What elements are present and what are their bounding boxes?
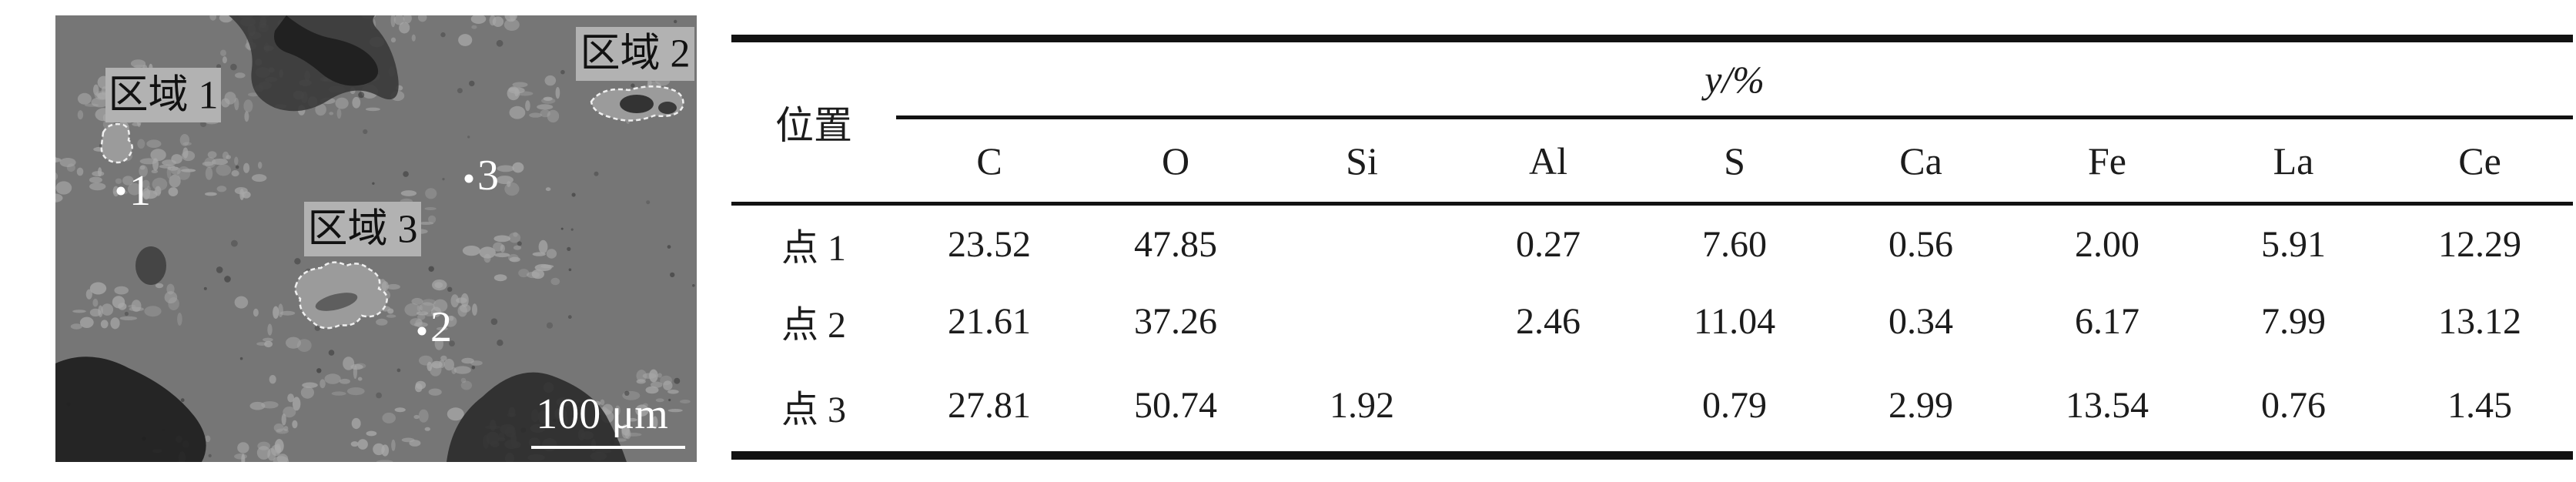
value-cell — [1269, 204, 1455, 283]
table-row: 位置 y/% — [731, 38, 2574, 206]
table-row: 点 3 27.81 50.74 1.92 0.79 2.99 13.54 0.7… — [731, 360, 2573, 456]
value-cell: 1.45 — [2447, 385, 2513, 426]
row-label-cell: 点 3 — [781, 389, 846, 430]
dark-phase-bottom-left — [55, 356, 206, 462]
value-cell: 0.76 — [2261, 385, 2326, 426]
analysis-points: 1 2 3 — [116, 152, 499, 351]
region-label-1: 区域 1 — [108, 74, 218, 118]
value-cell: 0.56 — [1889, 223, 1953, 265]
value-cell: 7.99 — [2261, 300, 2326, 342]
element-header-si: Si — [1269, 117, 1455, 206]
element-header-s: S — [1641, 117, 1828, 206]
region-label-box-3 — [304, 202, 421, 256]
element-header-fe: Fe — [2014, 117, 2200, 206]
dark-phase-bottom-center — [447, 372, 627, 462]
value-cell — [1455, 360, 1641, 456]
point-label-1: 1 — [129, 167, 151, 215]
region-label-3: 区域 3 — [307, 208, 417, 252]
dark-phase-left-small — [135, 246, 166, 285]
value-cell: 21.61 — [948, 300, 1031, 342]
region2-dark-inclusion — [620, 95, 654, 113]
region-inner-shadows — [315, 95, 677, 311]
region-outline-1 — [100, 122, 133, 164]
region-labels: 区域 1 区域 2 区域 3 — [105, 27, 694, 256]
value-cell: 13.12 — [2438, 300, 2522, 342]
row-label-cell: 点 1 — [781, 228, 846, 269]
table-row: 点 1 23.52 47.85 0.27 7.60 0.56 2.00 5.91… — [731, 204, 2573, 283]
value-cell — [1269, 283, 1455, 360]
point-label-3: 3 — [477, 152, 499, 199]
value-cell: 1.92 — [1330, 385, 1394, 426]
value-cell: 5.91 — [2261, 223, 2326, 265]
position-header-cell: 位置 — [731, 38, 896, 206]
eds-table-body: 点 1 23.52 47.85 0.27 7.60 0.56 2.00 5.91… — [731, 204, 2573, 456]
eds-table-header: 位置 y/% C O Si Al S Ca Fe La Ce — [731, 38, 2574, 206]
region-label-2: 区域 2 — [580, 32, 690, 76]
point-label-2: 2 — [430, 303, 452, 351]
region3-dark-inclusion — [315, 293, 358, 311]
value-cell: 27.81 — [948, 385, 1031, 426]
element-header-ce: Ce — [2387, 117, 2574, 206]
eds-table: 位置 y/% C O Si Al S Ca Fe La Ce 点 1 23.52… — [731, 35, 2574, 460]
element-header-o: O — [1082, 117, 1269, 206]
value-cell: 47.85 — [1134, 223, 1217, 265]
value-cell: 2.46 — [1516, 300, 1581, 342]
region-label-box-1 — [105, 68, 221, 122]
value-cell: 0.27 — [1516, 223, 1581, 265]
dark-phase-top-core — [274, 15, 379, 86]
value-cell: 13.54 — [2066, 385, 2149, 426]
element-header-la: La — [2200, 117, 2387, 206]
element-header-c: C — [896, 117, 1082, 206]
element-header-al: Al — [1455, 117, 1641, 206]
sem-image-canvas: 区域 1 区域 2 区域 3 1 2 3 100 μm — [55, 15, 697, 462]
scale-bar-line — [531, 446, 685, 449]
row-label-cell: 点 2 — [781, 305, 846, 346]
sem-micrograph: 区域 1 区域 2 区域 3 1 2 3 100 μm — [55, 15, 697, 462]
value-cell: 23.52 — [948, 223, 1031, 265]
value-cell: 6.17 — [2075, 300, 2139, 342]
value-cell: 37.26 — [1134, 300, 1217, 342]
value-cell: 50.74 — [1134, 385, 1217, 426]
region2-dark-inclusion-2 — [658, 102, 677, 114]
value-cell: 2.00 — [2075, 223, 2139, 265]
table-row: C O Si Al S Ca Fe La Ce — [731, 117, 2574, 206]
value-cell: 0.79 — [1702, 385, 1767, 426]
point-marker-1 — [116, 186, 125, 196]
sem-dark-phases — [55, 15, 627, 462]
value-cell: 11.04 — [1693, 300, 1776, 342]
value-cell: 2.99 — [1889, 385, 1953, 426]
scale-bar: 100 μm — [531, 390, 685, 449]
scale-bar-label: 100 μm — [536, 390, 668, 438]
region-label-box-2 — [576, 27, 694, 81]
point-marker-3 — [464, 174, 473, 183]
value-cell: 0.34 — [1889, 300, 1953, 342]
value-cell: 7.60 — [1702, 223, 1767, 265]
value-header-cell: y/% — [896, 38, 2574, 119]
table-row: 点 2 21.61 37.26 2.46 11.04 0.34 6.17 7.9… — [731, 283, 2573, 360]
element-header-ca: Ca — [1828, 117, 2014, 206]
value-cell: 12.29 — [2438, 223, 2522, 265]
point-marker-2 — [417, 326, 427, 336]
